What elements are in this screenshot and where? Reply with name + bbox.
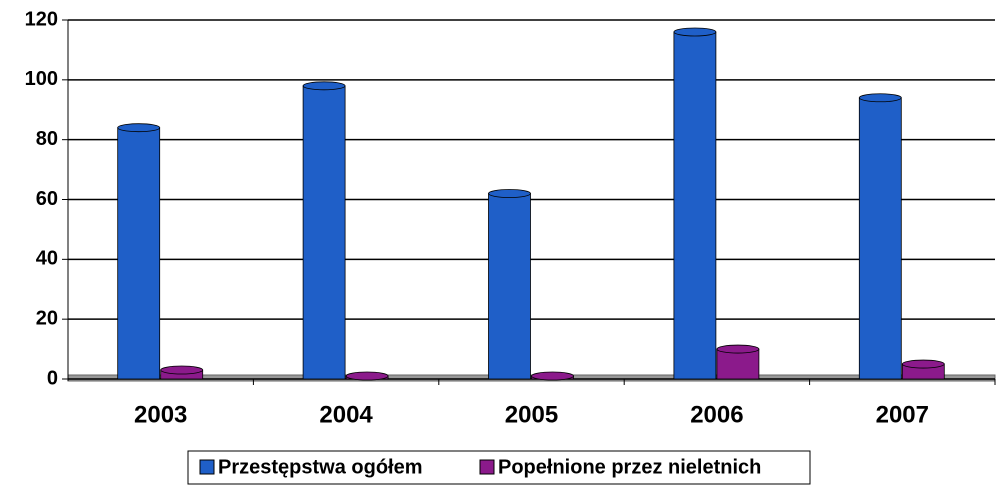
y-tick-label: 120 bbox=[25, 8, 58, 30]
legend-swatch bbox=[479, 459, 495, 475]
legend-box bbox=[187, 450, 811, 485]
y-tick-label: 0 bbox=[47, 367, 58, 389]
bar-cap bbox=[901, 359, 945, 369]
bar bbox=[117, 123, 161, 380]
bar-cap bbox=[302, 81, 346, 91]
legend-swatch bbox=[199, 459, 215, 475]
legend-label: Popełnione przez nieletnich bbox=[498, 456, 761, 478]
bar bbox=[716, 344, 760, 380]
y-tick-label: 60 bbox=[36, 188, 58, 210]
bar bbox=[673, 27, 717, 380]
y-tick-label: 40 bbox=[36, 248, 58, 270]
bar-cap bbox=[117, 123, 161, 133]
bar-body bbox=[858, 97, 902, 380]
bar-body bbox=[117, 127, 161, 380]
bar-cap bbox=[673, 27, 717, 37]
bar-cap bbox=[345, 371, 389, 381]
bar-cap bbox=[488, 189, 531, 198]
bar bbox=[345, 371, 389, 381]
bar bbox=[488, 189, 531, 380]
bar bbox=[160, 365, 204, 380]
x-tick-label: 2005 bbox=[505, 401, 558, 428]
bar-body bbox=[302, 85, 346, 380]
bar bbox=[858, 93, 902, 380]
x-tick-label: 2004 bbox=[319, 401, 373, 428]
y-tick-label: 20 bbox=[36, 307, 58, 329]
bar bbox=[531, 371, 574, 381]
x-tick-label: 2007 bbox=[876, 401, 929, 428]
bar-body bbox=[716, 348, 760, 380]
bar-cap bbox=[160, 365, 204, 375]
y-tick-label: 80 bbox=[36, 128, 58, 150]
bar-cap bbox=[858, 93, 902, 103]
bar-cap bbox=[716, 344, 760, 354]
x-tick-label: 2003 bbox=[134, 401, 187, 428]
bar bbox=[302, 81, 346, 380]
y-tick-label: 100 bbox=[25, 68, 58, 90]
legend-label: Przestępstwa ogółem bbox=[218, 456, 423, 478]
x-tick-label: 2006 bbox=[690, 401, 743, 428]
bar-body bbox=[488, 193, 531, 380]
bar-body bbox=[673, 31, 717, 380]
bar-cap bbox=[531, 371, 574, 381]
bar bbox=[901, 359, 945, 380]
